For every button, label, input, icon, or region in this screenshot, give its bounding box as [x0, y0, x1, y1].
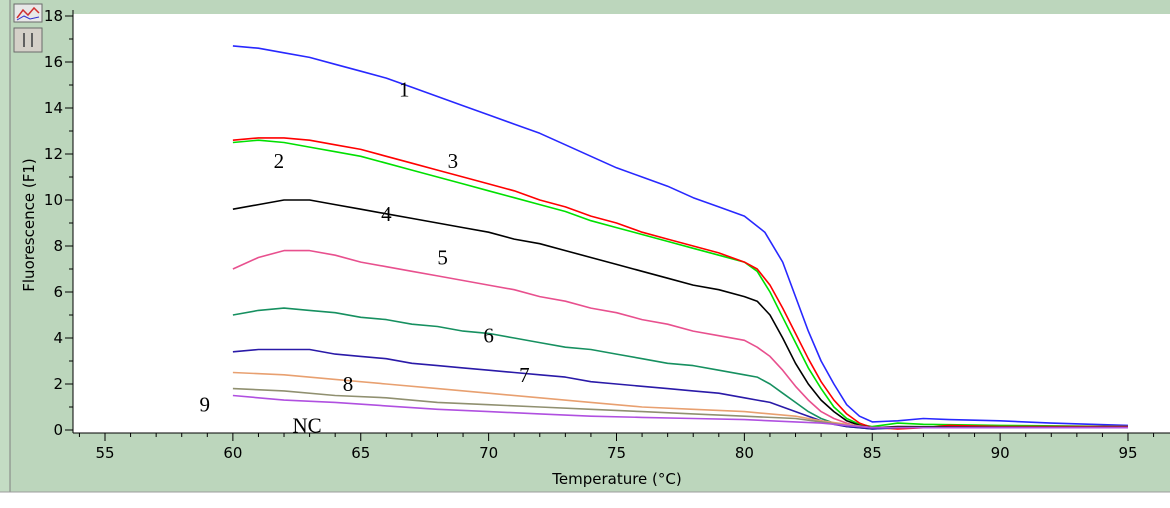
left-frame-strip — [0, 0, 10, 508]
series-line-2 — [232, 139, 1129, 428]
curve-label-5: 5 — [437, 246, 448, 270]
x-tick-label: 55 — [95, 444, 114, 462]
curve-labels: 1 2 3 4 5 6 7 8 9 NC — [199, 78, 529, 438]
plot-area — [73, 14, 1170, 433]
y-tick-label: 14 — [44, 99, 63, 117]
series-line-nc — [232, 394, 1128, 429]
y-tick-label: 10 — [44, 191, 63, 209]
x-axis-title: Temperature (°C) — [551, 470, 681, 488]
series-line-3 — [232, 137, 1128, 430]
series-line-1 — [232, 45, 1129, 427]
x-tick-label: 65 — [351, 444, 370, 462]
x-tick-label: 95 — [1118, 444, 1137, 462]
y-tick-label: 0 — [53, 421, 63, 439]
bottom-strip — [0, 492, 1170, 508]
x-tick-label: 90 — [991, 444, 1010, 462]
curve-label-7: 7 — [519, 363, 530, 387]
y-axis-title: Fluorescence (F1) — [20, 158, 38, 291]
x-tick-label: 85 — [863, 444, 882, 462]
y-tick-label: 6 — [53, 283, 63, 301]
curve-label-9: 9 — [199, 393, 210, 417]
curve-label-8: 8 — [343, 372, 354, 396]
y-tick-label: 12 — [44, 145, 63, 163]
curve-label-nc: NC — [292, 413, 321, 437]
y-tick-label: 18 — [44, 7, 63, 25]
curve-label-6: 6 — [483, 324, 494, 348]
curve-label-1: 1 — [399, 78, 410, 102]
y-tick-label: 16 — [44, 53, 63, 71]
curve-label-3: 3 — [448, 149, 459, 173]
curve-label-4: 4 — [381, 202, 392, 226]
series-lines — [232, 45, 1129, 430]
x-tick-label: 70 — [479, 444, 498, 462]
x-tick-label: 75 — [607, 444, 626, 462]
x-tick-label: 60 — [223, 444, 242, 462]
y-tick-label: 4 — [53, 329, 63, 347]
y-tick-label: 8 — [53, 237, 63, 255]
series-line-5 — [232, 249, 1128, 429]
curve-label-2: 2 — [274, 149, 285, 173]
pause-icon[interactable] — [13, 27, 43, 53]
chart-type-icon[interactable] — [13, 3, 43, 23]
y-tick-label: 2 — [53, 375, 63, 393]
x-tick-label: 80 — [735, 444, 754, 462]
series-line-4 — [232, 199, 1128, 429]
